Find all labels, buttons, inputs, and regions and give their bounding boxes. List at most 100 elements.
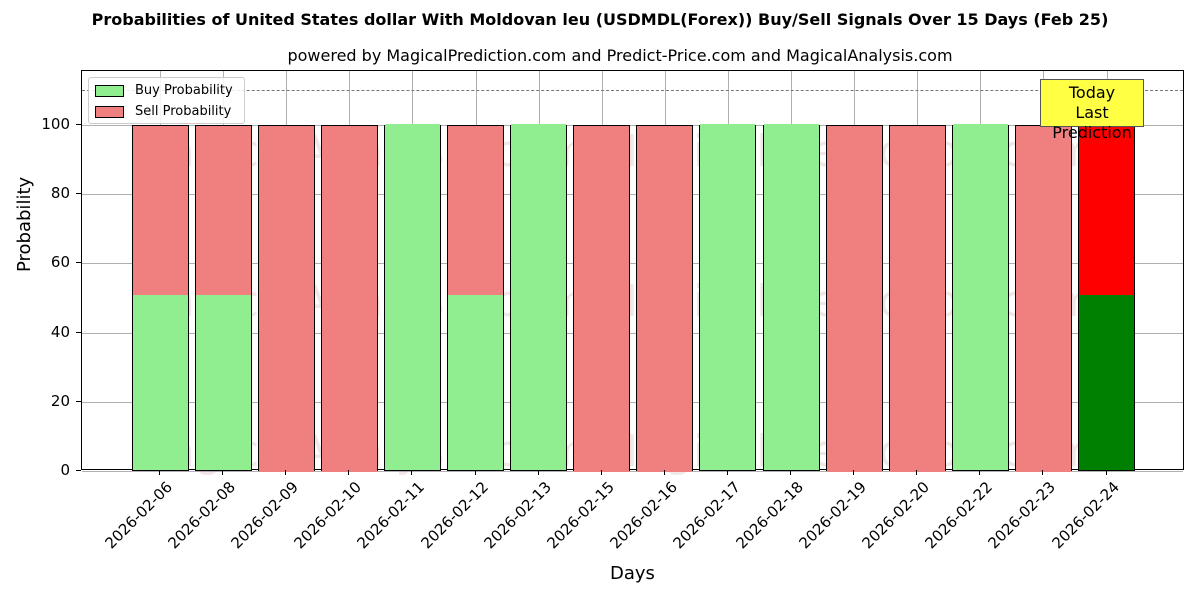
bar-2026-02-15 xyxy=(573,125,631,472)
buy-segment xyxy=(448,294,503,470)
sell-segment xyxy=(1015,126,1071,472)
sell-segment xyxy=(258,126,314,472)
y-axis-title: Probability xyxy=(14,176,35,272)
bar-2026-02-23 xyxy=(1014,125,1072,472)
y-tick-label: 20 xyxy=(50,391,70,410)
buy-segment xyxy=(700,124,756,470)
x-tick-label: 2026-02-06 xyxy=(101,478,176,553)
bar-2026-02-19 xyxy=(825,125,883,472)
x-axis-title: Days xyxy=(610,563,655,584)
x-tick-mark xyxy=(853,470,855,475)
x-tick-label: 2026-02-11 xyxy=(353,478,429,553)
chart-title: Probabilities of United States dollar Wi… xyxy=(91,10,1109,29)
y-tick-label: 60 xyxy=(50,253,70,272)
y-tick-label: 40 xyxy=(50,322,70,341)
legend-item-sell: Sell Probability xyxy=(95,104,231,119)
y-tick-mark xyxy=(76,124,81,125)
x-tick-mark xyxy=(474,470,476,475)
bar-2026-02-08 xyxy=(194,125,252,471)
x-tick-mark xyxy=(537,470,539,475)
x-tick-mark xyxy=(348,470,350,475)
buy-segment xyxy=(763,124,819,470)
x-tick-label: 2026-02-18 xyxy=(732,478,807,553)
bar-2026-02-17 xyxy=(699,124,757,471)
sell-segment xyxy=(826,126,882,472)
buy-segment xyxy=(384,124,440,470)
sell-segment xyxy=(574,126,630,472)
grid-line-horizontal xyxy=(82,401,1183,403)
bar-2026-02-09 xyxy=(257,125,315,472)
bar-2026-02-24 xyxy=(1078,125,1135,471)
plot-area: MagicalAnalysis.comMagicalPrediction.com… xyxy=(81,70,1184,477)
x-tick-label: 2026-02-17 xyxy=(669,478,744,553)
bar-2026-02-12 xyxy=(447,125,504,471)
sell-segment xyxy=(1079,126,1134,297)
x-tick-label: 2026-02-15 xyxy=(543,478,618,553)
grid-line-horizontal xyxy=(82,125,1183,126)
y-tick-label: 100 xyxy=(41,115,70,133)
legend: Buy Probability Sell Probability xyxy=(88,77,245,124)
grid-line-horizontal xyxy=(82,471,1183,472)
legend-label-sell: Sell Probability xyxy=(135,104,232,119)
x-tick-mark xyxy=(222,470,224,475)
bar-2026-02-13 xyxy=(510,124,568,471)
annotation-line-2: Last Prediction xyxy=(1052,103,1132,142)
x-tick-mark xyxy=(663,470,665,475)
annotation-line-1: Today xyxy=(1068,83,1116,102)
x-tick-mark xyxy=(790,470,791,475)
x-tick-label: 2026-02-22 xyxy=(921,478,997,553)
sell-segment xyxy=(637,126,693,472)
grid-line-horizontal xyxy=(82,263,1183,265)
buy-segment xyxy=(1079,294,1134,470)
bar-2026-02-22 xyxy=(951,124,1009,471)
sell-swatch-icon xyxy=(95,105,124,118)
buy-segment xyxy=(511,124,567,470)
reference-line-110 xyxy=(82,90,1183,92)
x-tick-mark xyxy=(285,470,287,475)
bar-2026-02-10 xyxy=(320,125,378,472)
x-tick-label: 2026-02-12 xyxy=(417,478,492,553)
sell-segment xyxy=(321,126,377,472)
grid-line-horizontal xyxy=(82,194,1183,196)
x-tick-label: 2026-02-09 xyxy=(227,478,303,553)
x-tick-mark xyxy=(600,470,602,475)
x-tick-label: 2026-02-16 xyxy=(606,478,681,553)
x-tick-label: 2026-02-23 xyxy=(984,478,1060,553)
buy-segment xyxy=(952,124,1008,470)
chart-subtitle: powered by MagicalPrediction.com and Pre… xyxy=(287,46,953,65)
bar-2026-02-11 xyxy=(383,124,441,471)
x-tick-mark xyxy=(1105,470,1107,475)
y-tick-mark xyxy=(76,193,81,195)
y-tick-mark xyxy=(76,400,81,402)
bar-2026-02-18 xyxy=(762,124,820,471)
x-tick-label: 2026-02-24 xyxy=(1048,478,1123,553)
x-tick-mark xyxy=(1042,470,1044,475)
grid-line-horizontal xyxy=(82,332,1183,334)
sell-segment xyxy=(195,126,251,297)
bar-2026-02-20 xyxy=(888,125,946,472)
buy-segment xyxy=(132,294,188,470)
x-tick-label: 2026-02-20 xyxy=(858,478,934,553)
sell-segment xyxy=(132,126,188,297)
buy-swatch-icon xyxy=(95,84,124,97)
y-tick-label: 80 xyxy=(50,184,70,203)
y-tick-label: 0 xyxy=(60,461,70,479)
sell-segment xyxy=(889,126,945,472)
x-tick-mark xyxy=(726,470,728,475)
today-annotation: Today Last Prediction xyxy=(1040,79,1144,142)
x-tick-mark xyxy=(159,470,160,475)
y-tick-mark xyxy=(76,331,81,333)
bar-2026-02-16 xyxy=(636,125,694,472)
sell-segment xyxy=(448,126,503,297)
x-tick-label: 2026-02-08 xyxy=(164,478,240,553)
y-tick-mark xyxy=(76,470,81,471)
legend-item-buy: Buy Probability xyxy=(95,83,233,98)
buy-segment xyxy=(195,294,251,470)
x-tick-label: 2026-02-19 xyxy=(795,478,871,553)
x-tick-mark xyxy=(979,470,981,475)
x-tick-mark xyxy=(916,470,918,475)
y-tick-mark xyxy=(76,262,81,264)
legend-label-buy: Buy Probability xyxy=(135,83,233,98)
x-tick-mark xyxy=(411,470,413,475)
bar-2026-02-06 xyxy=(131,125,189,471)
